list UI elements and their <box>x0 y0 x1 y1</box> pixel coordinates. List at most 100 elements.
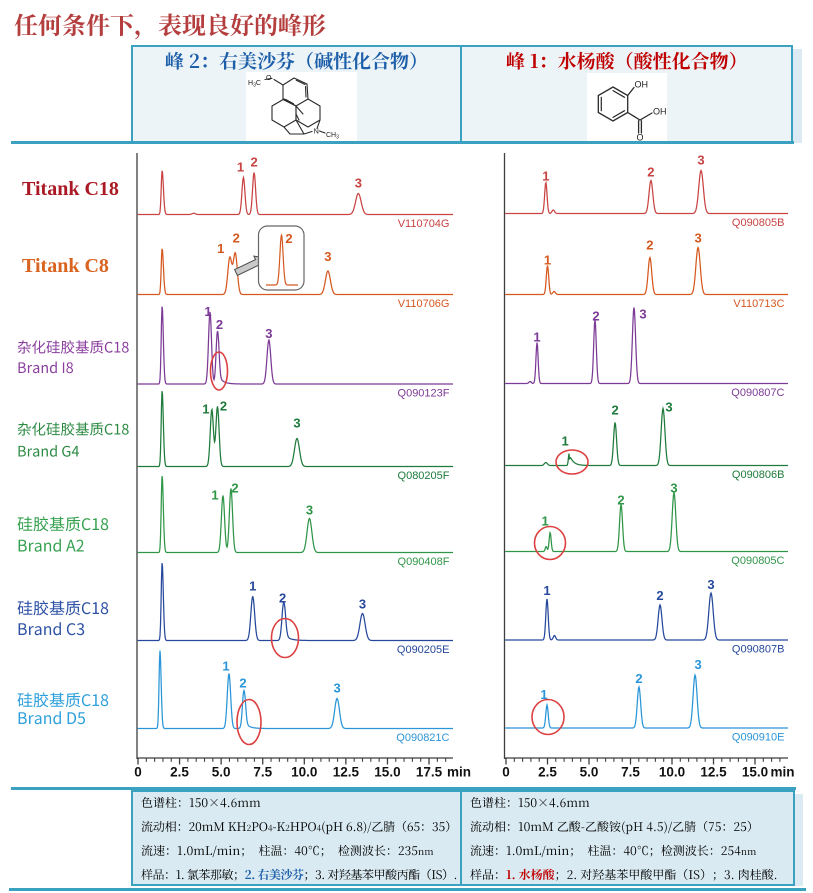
problem-highlight-ellipse <box>209 351 229 391</box>
svg-text:O: O <box>637 133 644 142</box>
peak-label: 1 <box>249 579 256 594</box>
trace-code: Q090807C <box>731 387 784 399</box>
divider-page-bottom <box>9 888 806 891</box>
peak-label: 3 <box>697 153 704 168</box>
trace <box>505 245 788 296</box>
condition-line-right-2: 流速：1.0mL/min； 柱温：40℃；检测波长：254nm <box>470 844 794 861</box>
trace <box>137 650 453 730</box>
trace-code: V110704G <box>398 218 450 230</box>
peak-label: 2 <box>231 481 238 496</box>
peak-label: 2 <box>250 155 257 170</box>
problem-highlight-ellipse <box>270 617 300 659</box>
x-axis-label: 17.5 <box>416 765 443 780</box>
peak-label: 3 <box>265 326 272 341</box>
peak-label: 1 <box>561 434 568 449</box>
row-label-titank-c8: Titank C8 <box>22 255 109 278</box>
salicylic-acid-structure: OH OH O <box>587 73 667 143</box>
x-axis-unit: min <box>771 765 795 780</box>
conditions-panel-shadow <box>794 794 804 886</box>
trace-code: Q090910E <box>732 732 785 744</box>
peak-label: 3 <box>665 400 672 415</box>
peak-label: 2 <box>647 165 654 180</box>
x-axis-label: 0 <box>134 765 142 780</box>
trace-code: Q090805B <box>732 217 785 229</box>
peak-label: 1 <box>237 160 244 175</box>
x-axis-label: 10.0 <box>291 765 317 780</box>
peak-label: 1 <box>222 659 229 674</box>
x-axis-label: 7.5 <box>621 765 640 780</box>
trace <box>137 306 453 385</box>
condition-line-right-3: 样品：1. 水杨酸；2. 对羟基苯甲酸甲酯（IS）；3. 肉桂酸. <box>470 868 794 885</box>
problem-highlight-ellipse <box>236 698 262 746</box>
chromatogram-row: 1 2 3 Q090807C <box>505 307 788 399</box>
divider-header-bottom <box>10 141 794 144</box>
trace-code: V110706G <box>398 298 450 310</box>
trace-code: Q080205F <box>398 470 450 482</box>
header-panel-shadow <box>793 49 802 143</box>
x-axis-label: 12.5 <box>700 765 727 780</box>
row-label-brand-g4: 杂化硅胶基质C18Brand G4 <box>17 418 147 462</box>
trace <box>137 563 453 642</box>
x-axis-label: 0 <box>502 765 510 780</box>
row-label-brand-c3: 硅胶基质C18Brand C3 <box>17 596 147 641</box>
x-axis-label: 2.5 <box>538 765 557 780</box>
chromatogram-row: 1 2 3 Q080205F <box>137 391 453 482</box>
chromatogram-row: 1 2 3 Q090408F <box>137 476 453 568</box>
peak-label: 2 <box>611 403 618 418</box>
peak-label: 3 <box>293 416 300 431</box>
peak-label: 2 <box>617 493 624 508</box>
chromatogram-row: 1 2 3 Q090807B <box>505 577 788 656</box>
svg-text:OH: OH <box>635 80 649 90</box>
chromatogram-row: 1 2 3 Q090806B <box>505 400 788 481</box>
condition-line-right-1: 流动相：10mM 乙酸-乙酸铵(pH 4.5)/乙腈（75：25） <box>470 820 794 837</box>
trace-code: Q090123F <box>398 388 450 400</box>
peak-label: 2 <box>216 317 223 332</box>
peak-label: 3 <box>670 481 677 496</box>
header-divider <box>459 45 463 143</box>
peak-label: 3 <box>707 577 714 592</box>
chromatogram-row: 1 2 3 Q090205E <box>137 563 453 659</box>
peak-label: 2 <box>233 231 240 246</box>
condition-line-left-0: 色谱柱：150×4.6mm <box>141 796 463 813</box>
peak-label: 2 <box>279 591 286 606</box>
dextromethorphan-structure: H3C O N CH3 <box>246 72 357 141</box>
x-axis-label: 15.0 <box>742 765 768 780</box>
x-axis-label: 5.0 <box>212 765 231 780</box>
trace <box>137 248 453 296</box>
peak-label: 3 <box>359 597 366 612</box>
trace <box>505 307 788 385</box>
row-label-brand-a2: 硅胶基质C18Brand A2 <box>17 512 147 558</box>
trace-code: V110713C <box>733 298 784 310</box>
x-axis-label: 7.5 <box>253 765 272 780</box>
peak-label: 1 <box>540 687 547 702</box>
peak-label: 2 <box>220 399 227 414</box>
problem-highlight-ellipse <box>533 525 567 561</box>
zoom-inset-box <box>257 225 305 291</box>
problem-highlight-ellipse <box>531 698 565 736</box>
trace <box>137 476 453 554</box>
row-label-text: Titank C8 <box>22 255 109 277</box>
conditions-divider <box>459 790 463 886</box>
peak-label: 1 <box>533 330 540 345</box>
peak-label: 3 <box>694 231 701 246</box>
zoom-inset-label: 2 <box>285 231 292 246</box>
x-axis-label: 15.0 <box>374 765 400 780</box>
peak-label: 3 <box>306 503 313 518</box>
condition-line-left-2: 流速：1.0mL/min； 柱温：40℃； 检测波长：235nm <box>141 844 463 861</box>
svg-text:CH3: CH3 <box>326 132 339 141</box>
peak-label: 1 <box>543 583 550 598</box>
peak-label: 3 <box>694 657 701 672</box>
conditions-panel <box>131 790 795 886</box>
chromatogram-row: 12 3 Q090123F <box>137 304 453 400</box>
trace-code: Q090806B <box>732 469 785 481</box>
trace <box>505 169 788 215</box>
peak-label: 2 <box>239 676 246 691</box>
trace-code: Q090807B <box>732 644 785 656</box>
peak-label: 1 <box>211 488 218 503</box>
chromatogram-row: 1 2 3 V110704G <box>137 155 453 230</box>
trace <box>505 673 788 729</box>
trace-code: Q090821C <box>396 732 449 744</box>
x-axis-label: 10.0 <box>659 765 685 780</box>
